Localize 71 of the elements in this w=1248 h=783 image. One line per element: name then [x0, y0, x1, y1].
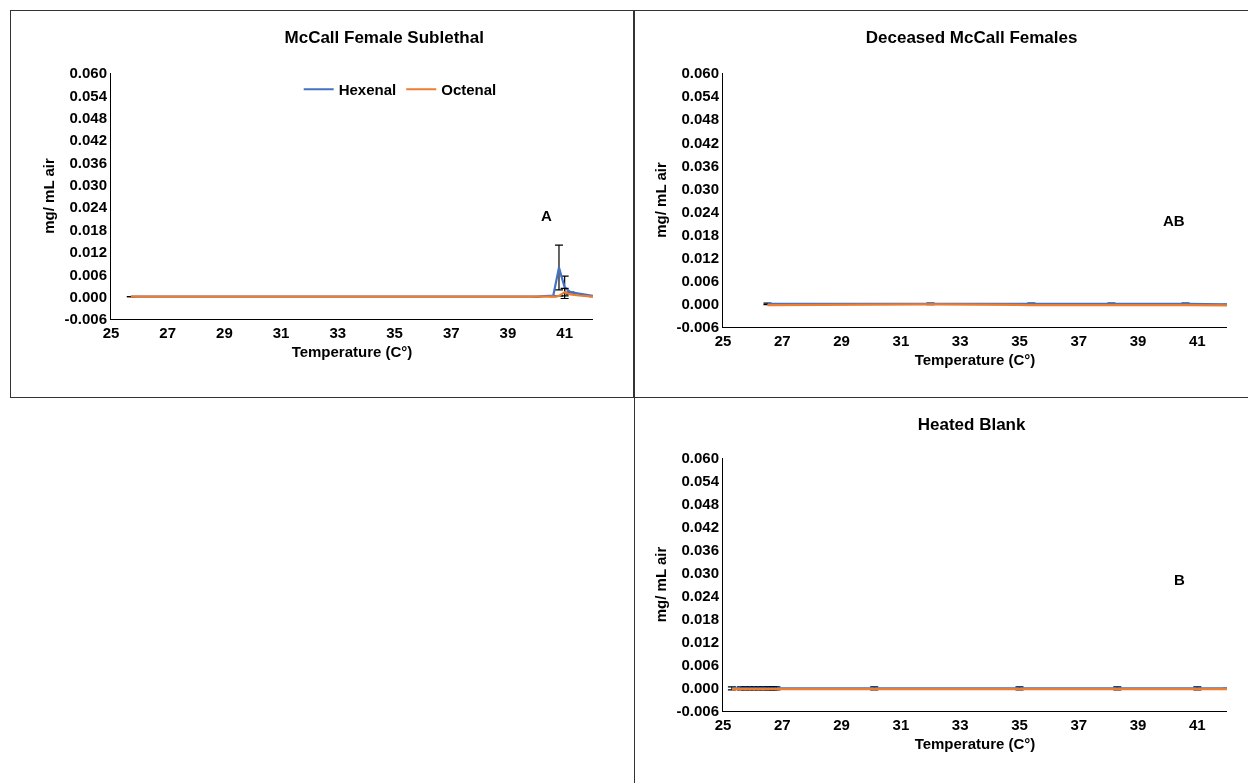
y-tick-label: 0.024: [681, 587, 720, 605]
y-tick-label: 0.000: [681, 679, 719, 697]
y-tick-label: 0.000: [681, 295, 719, 313]
y-tick-label: 0.006: [69, 265, 107, 283]
y-tick-label: 0.048: [681, 110, 719, 128]
y-tick-label: 0.018: [681, 225, 719, 243]
y-tick-label: 0.024: [69, 198, 108, 216]
x-tick-label: 39: [1129, 716, 1147, 733]
x-tick-label: 37: [442, 324, 460, 341]
legend-label: Octenal: [441, 81, 497, 99]
chart-title: Deceased McCall Females: [865, 28, 1078, 48]
y-axis-title: mg/ mL air: [651, 162, 669, 238]
y-tick-label: 0.000: [69, 287, 107, 305]
x-tick-label: 29: [833, 332, 850, 349]
y-tick-label: 0.036: [681, 541, 719, 559]
y-tick-label: 0.042: [69, 131, 107, 149]
x-tick-label: 31: [892, 716, 910, 733]
y-tick-label: 0.030: [681, 179, 719, 197]
y-tick-label: 0.054: [681, 472, 720, 490]
y-axis-title: mg/ mL air: [651, 546, 669, 623]
x-tick-label: 27: [773, 716, 791, 733]
y-tick-label: 0.006: [681, 656, 719, 674]
x-axis-title: Temperature (C°): [914, 351, 1036, 368]
x-tick-label: 37: [1070, 716, 1088, 733]
annotation: AB: [1163, 212, 1185, 229]
y-tick-label: 0.018: [69, 220, 107, 238]
x-tick-label: 41: [1189, 332, 1206, 349]
x-tick-label: 31: [892, 332, 910, 349]
y-tick-label: 0.060: [69, 64, 107, 82]
legend-label: Hexenal: [338, 81, 397, 99]
y-tick-label: 0.012: [69, 243, 107, 261]
x-tick-label: 41: [556, 324, 573, 341]
x-tick-label: 39: [1129, 332, 1147, 349]
y-tick-label: 0.048: [69, 108, 107, 126]
x-tick-label: 33: [329, 324, 347, 341]
y-tick-label: 0.042: [681, 518, 719, 536]
x-tick-label: 27: [773, 332, 791, 349]
x-tick-label: 41: [1189, 716, 1206, 733]
y-tick-label: 0.060: [681, 64, 719, 82]
y-tick-label: 0.012: [681, 248, 719, 266]
annotation: B: [1174, 571, 1185, 588]
chart-title: McCall Female Sublethal: [284, 28, 484, 48]
x-tick-label: 33: [951, 332, 969, 349]
y-tick-label: 0.030: [681, 564, 719, 582]
x-tick-label: 35: [1011, 716, 1028, 733]
x-tick-label: 29: [833, 716, 850, 733]
y-tick-label: 0.036: [681, 156, 719, 174]
y-tick-label: 0.030: [69, 176, 107, 194]
y-tick-label: 0.054: [69, 86, 108, 104]
y-tick-label: 0.024: [681, 202, 720, 220]
x-tick-label: 37: [1070, 332, 1088, 349]
x-tick-label: 35: [1011, 332, 1028, 349]
x-tick-label: 33: [951, 716, 969, 733]
y-tick-label: 0.006: [681, 272, 719, 290]
x-tick-label: 35: [386, 324, 403, 341]
y-tick-label: 0.060: [681, 449, 719, 467]
x-tick-label: 29: [216, 324, 233, 341]
y-tick-label: 0.036: [69, 153, 107, 171]
y-tick-label: 0.042: [681, 133, 719, 151]
y-tick-label: 0.054: [681, 87, 720, 105]
y-axis-title: mg/ mL air: [39, 158, 57, 234]
annotation: A: [541, 207, 552, 224]
y-tick-label: 0.048: [681, 495, 719, 513]
x-tick-label: 39: [499, 324, 517, 341]
x-tick-label: 31: [272, 324, 290, 341]
y-tick-label: 0.012: [681, 633, 719, 651]
x-tick-label: 27: [159, 324, 177, 341]
y-tick-label: 0.018: [681, 610, 719, 628]
chart-title: Heated Blank: [917, 415, 1026, 435]
x-axis-title: Temperature (C°): [291, 343, 413, 360]
x-axis-title: Temperature (C°): [914, 735, 1036, 752]
